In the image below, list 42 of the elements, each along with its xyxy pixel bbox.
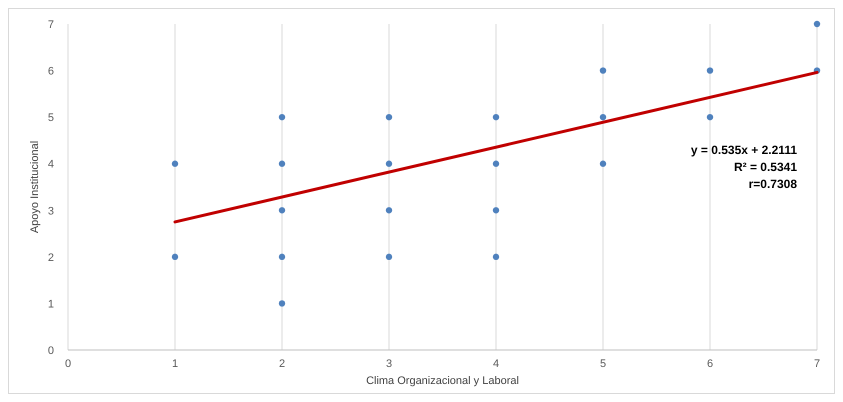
point	[706, 114, 714, 120]
y-tick-label: 5	[48, 112, 54, 124]
x-tick-label: 2	[278, 358, 286, 370]
x-tick-label: 3	[386, 358, 392, 370]
x-axis-title: Clima Organizacional y Laboral	[366, 375, 519, 387]
point	[278, 207, 286, 214]
point	[278, 300, 286, 307]
point	[600, 114, 606, 120]
annotation: R² = 0.5341	[734, 160, 798, 174]
point	[386, 207, 392, 214]
point	[172, 160, 178, 167]
y-tick-label: 0	[48, 345, 54, 357]
point	[278, 160, 286, 167]
point	[600, 160, 606, 167]
point	[386, 254, 392, 260]
x-tick-label: 0	[64, 358, 72, 370]
y-tick-label: 7	[48, 19, 54, 31]
annotation: y = 0.535x + 2.2111	[690, 143, 798, 157]
y-tick-label: 1	[48, 298, 54, 310]
x-tick-label: 1	[172, 358, 178, 370]
x-tick-label: 6	[706, 358, 714, 370]
point	[492, 114, 500, 120]
point	[706, 67, 714, 74]
point	[492, 207, 500, 214]
y-tick-label: 2	[48, 252, 54, 264]
y-tick-label: 4	[48, 158, 54, 171]
point	[278, 114, 286, 120]
point	[172, 254, 178, 260]
x-tick-label: 7	[814, 358, 820, 370]
point	[814, 20, 820, 28]
x-tick-label: 5	[600, 358, 606, 370]
point	[492, 160, 500, 167]
y-axis-title: Apoyo Institucional	[29, 140, 41, 234]
point	[386, 160, 392, 167]
y-tick-label: 6	[48, 66, 54, 78]
x-tick-label: 4	[492, 358, 500, 370]
annotation: r=0.7308	[748, 177, 798, 191]
y-tick-label: 3	[48, 205, 54, 218]
point	[386, 114, 392, 120]
point	[600, 67, 606, 74]
point	[492, 254, 500, 260]
point	[278, 254, 286, 260]
